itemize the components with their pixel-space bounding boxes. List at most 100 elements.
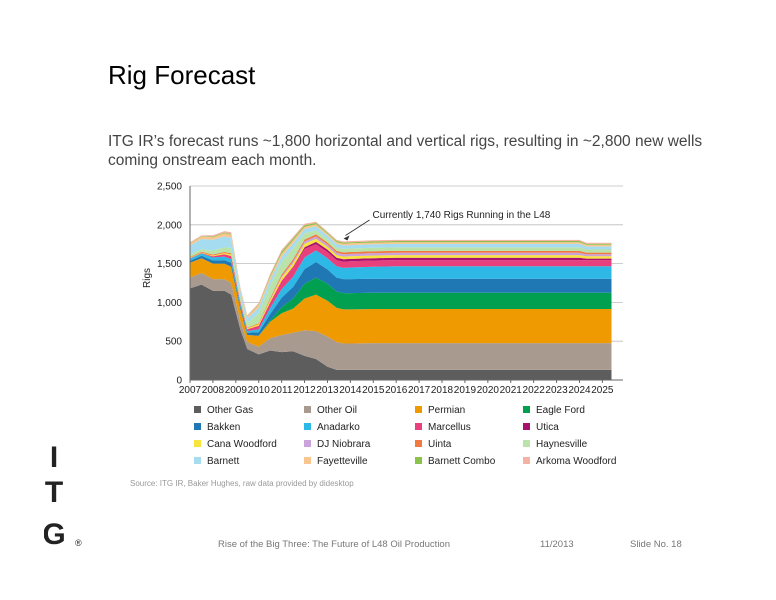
area-permian <box>190 258 612 347</box>
legend-item: Barnett Combo <box>415 456 495 467</box>
source-note: Source: ITG IR, Baker Hughes, raw data p… <box>130 479 354 488</box>
legend-label: Haynesville <box>536 439 588 450</box>
y-tick-labels: 0 500 1,000 1,500 2,000 2,500 <box>157 182 182 387</box>
legend-item: Utica <box>523 422 559 433</box>
area-barnett <box>190 226 612 324</box>
x-tick-label: 2009 <box>225 385 248 396</box>
y-tick-label: 1,500 <box>157 259 182 270</box>
y-tick-label: 0 <box>176 376 182 387</box>
legend-item: Arkoma Woodford <box>523 456 616 467</box>
slide-subtitle: ITG IR’s forecast runs ~1,800 horizontal… <box>108 133 703 169</box>
chart-areas <box>190 221 612 380</box>
logo-letter-i: I <box>50 441 58 474</box>
x-tick-label: 2017 <box>408 385 431 396</box>
legend-label: Arkoma Woodford <box>536 456 617 467</box>
legend-swatch <box>415 439 422 447</box>
x-tick-label: 2023 <box>545 385 568 396</box>
footer-slide-number: Slide No. 18 <box>630 539 682 550</box>
x-tick-label: 2011 <box>271 385 293 396</box>
x-tick-label: 2018 <box>431 385 454 396</box>
legend-swatch <box>304 456 311 464</box>
legend-swatch <box>523 456 530 464</box>
legend-item: Marcellus <box>415 422 471 433</box>
area-other-gas <box>190 284 612 380</box>
annotation-arrowhead <box>343 235 350 241</box>
area-haynesville <box>190 230 612 328</box>
legend-label: Barnett <box>207 456 240 467</box>
legend-label: Fayetteville <box>317 456 368 467</box>
x-tick-labels: 2007 2008 2009 2010 2011 2012 2013 2014 2015 2016… <box>179 380 614 396</box>
x-tick-label: 2020 <box>477 385 500 396</box>
chart-axes <box>189 186 623 381</box>
legend-label: Uinta <box>428 439 452 450</box>
legend-item: Haynesville <box>523 439 587 450</box>
logo-registered-mark: ® <box>75 538 82 548</box>
area-anadarko <box>190 250 612 333</box>
area-marcellus <box>190 244 612 332</box>
legend-label: Permian <box>428 405 466 416</box>
legend-label: Eagle Ford <box>536 405 585 416</box>
x-tick-label: 2021 <box>500 385 523 396</box>
legend-swatch <box>194 405 201 413</box>
legend-label: Bakken <box>207 422 241 433</box>
area-fayetteville <box>190 224 612 319</box>
x-tick-label: 2019 <box>454 385 477 396</box>
legend-item: Bakken <box>194 422 240 433</box>
legend-label: DJ Niobrara <box>317 439 371 450</box>
legend-item: Eagle Ford <box>523 405 585 416</box>
legend-item: Uinta <box>415 439 451 450</box>
area-other-oil <box>190 272 612 370</box>
area-barnett-combo <box>190 222 612 317</box>
x-tick-label: 2014 <box>339 385 362 396</box>
legend-swatch <box>523 405 530 413</box>
legend-item: Anadarko <box>304 422 360 433</box>
x-tick-label: 2012 <box>293 385 316 396</box>
logo-letter-g: G <box>44 518 66 550</box>
legend-item: Other Gas <box>194 405 253 416</box>
area-arkoma-woodford <box>190 221 612 317</box>
y-tick-label: 2,500 <box>157 182 182 193</box>
x-tick-label: 2015 <box>362 385 385 396</box>
legend-swatch <box>523 439 530 447</box>
y-tick-label: 2,000 <box>157 220 182 231</box>
area-eagle-ford <box>190 258 612 336</box>
legend-swatch <box>523 422 530 430</box>
legend-item: Other Oil <box>304 405 357 416</box>
chart-annotation: Currently 1,740 Rigs Running in the L48 <box>343 210 551 241</box>
legend-label: Marcellus <box>428 422 471 433</box>
x-tick-label: 2007 <box>179 385 202 396</box>
legend-item: Permian <box>415 405 465 416</box>
legend-item: Fayetteville <box>304 456 368 467</box>
x-tick-label: 2022 <box>523 385 546 396</box>
annotation-arrow-line <box>345 219 370 236</box>
legend-swatch <box>415 456 422 464</box>
legend-swatch <box>194 456 201 464</box>
annotation-text: Currently 1,740 Rigs Running in the L48 <box>372 210 550 221</box>
x-tick-label: 2008 <box>202 385 225 396</box>
legend-label: Utica <box>536 422 559 433</box>
x-tick-label: 2016 <box>385 385 408 396</box>
y-axis-label: Rigs <box>142 268 153 288</box>
legend-swatch <box>194 439 201 447</box>
x-tick-label: 2010 <box>248 385 271 396</box>
legend-item: Cana Woodford <box>194 439 277 450</box>
legend-item: DJ Niobrara <box>304 439 370 450</box>
legend-item: Barnett <box>194 456 239 467</box>
y-tick-label: 500 <box>165 337 182 348</box>
legend-label: Other Gas <box>207 405 254 416</box>
slide-title: Rig Forecast <box>108 60 256 90</box>
itg-logo: I T G ® <box>44 441 82 550</box>
x-tick-label: 2024 <box>568 385 591 396</box>
x-tick-label: 2025 <box>591 385 614 396</box>
legend-label: Cana Woodford <box>207 439 277 450</box>
legend-swatch <box>194 422 201 430</box>
legend-label: Barnett Combo <box>428 456 496 467</box>
legend-label: Other Oil <box>317 405 358 416</box>
legend-swatch <box>304 405 311 413</box>
footer-title: Rise of the Big Three: The Future of L48… <box>218 539 450 550</box>
logo-letter-t: T <box>45 476 63 509</box>
y-tick-label: 1,000 <box>157 298 182 309</box>
legend-swatch <box>415 405 422 413</box>
legend-swatch <box>415 422 422 430</box>
